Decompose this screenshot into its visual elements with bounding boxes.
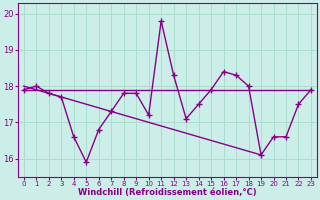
X-axis label: Windchill (Refroidissement éolien,°C): Windchill (Refroidissement éolien,°C): [78, 188, 257, 197]
